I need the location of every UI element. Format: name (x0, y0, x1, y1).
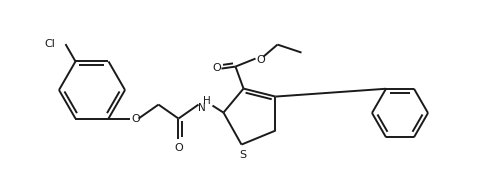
Text: S: S (239, 150, 246, 160)
Text: O: O (131, 114, 141, 124)
Text: N: N (197, 103, 206, 113)
Text: O: O (212, 63, 221, 73)
Text: Cl: Cl (44, 39, 55, 49)
Text: O: O (256, 55, 265, 65)
Text: O: O (174, 143, 183, 153)
Text: H: H (203, 96, 210, 106)
